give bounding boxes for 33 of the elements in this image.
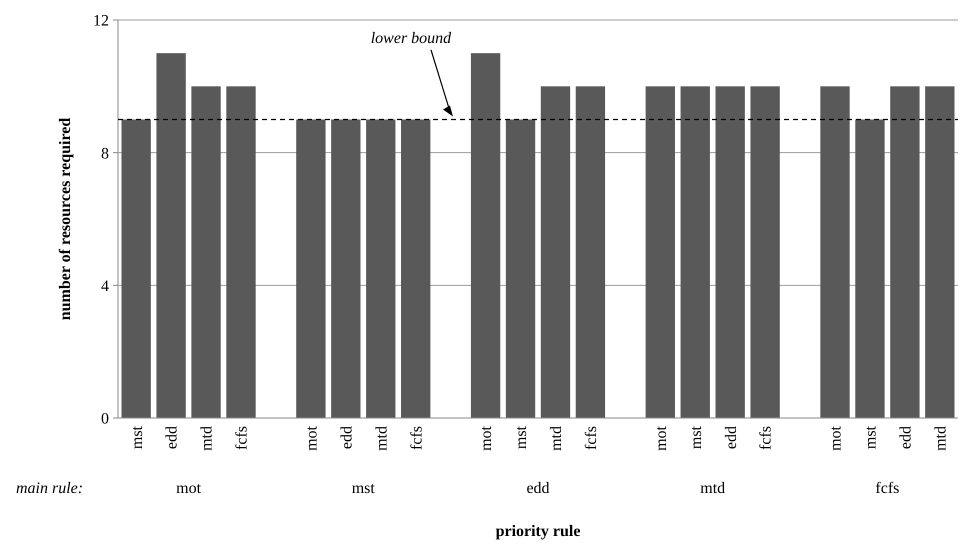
x-tick-label: mtd (198, 426, 216, 451)
x-tick-label: mtd (548, 426, 566, 451)
x-axis-title: priority rule (496, 523, 580, 540)
text: mtd (700, 480, 726, 497)
text: fcfs (875, 480, 900, 497)
y-axis-title: number of resources required (57, 118, 74, 320)
text: mst (352, 480, 376, 497)
y-tick-label: 0 (101, 410, 109, 428)
text: edd (526, 480, 550, 497)
x-tick-label: fcfs (234, 426, 251, 450)
x-tick-label: mot (303, 425, 320, 451)
x-tick-label: edd (164, 426, 181, 450)
x-tick-label: mtd (932, 426, 950, 451)
x-tick-label: fcfs (583, 426, 600, 450)
ref-line-label: lower bound (370, 30, 452, 48)
x-tick-label: mot (478, 425, 496, 451)
x-tick-label: mst (513, 425, 530, 450)
x-tick-label: mst (688, 425, 705, 450)
x-tick-label: mst (862, 425, 880, 450)
x-tick-label: fcfs (408, 426, 426, 450)
x-tick-label: mot (828, 425, 845, 451)
x-tick-label: fcfs (758, 426, 775, 450)
y-tick-label: 12 (93, 12, 109, 30)
y-tick-label: 4 (101, 278, 109, 295)
y-tick-label: 8 (101, 145, 109, 162)
text: main rule: (16, 480, 84, 497)
x-tick-label: edd (338, 426, 356, 450)
x-tick-label: edd (722, 426, 740, 450)
x-tick-label: mot (652, 425, 670, 451)
x-tick-label: mst (128, 425, 146, 450)
x-tick-label: mtd (373, 426, 390, 451)
text: mot (176, 480, 202, 497)
x-tick-label: edd (897, 426, 914, 450)
